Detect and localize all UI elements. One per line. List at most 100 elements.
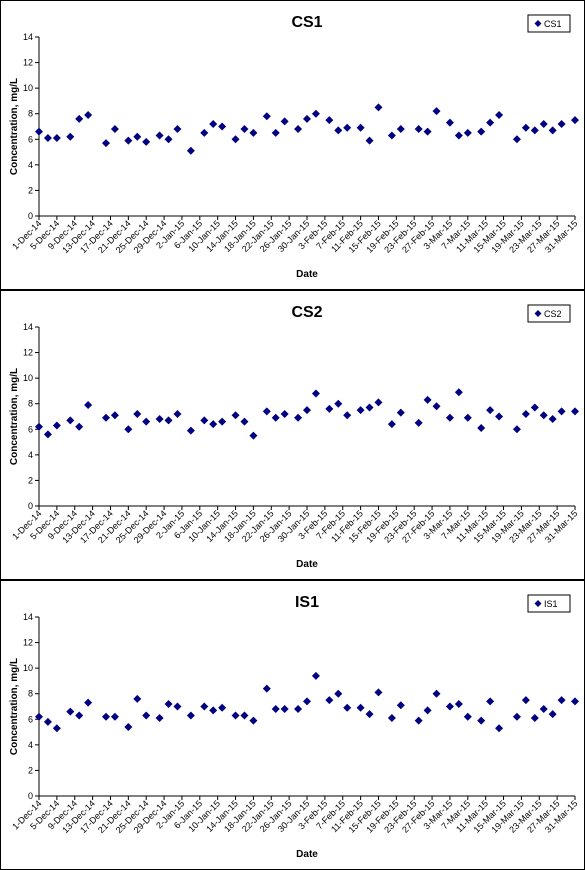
y-tick-label: 0 (28, 791, 33, 801)
y-tick-label: 12 (23, 348, 33, 358)
chart-panel-is1: IS1 0 2 4 6 8 10 12 14 1-Dec-14 5-Dec-14 9-Dec-14 13… (0, 580, 585, 870)
data-point (209, 119, 218, 128)
chart-is1: IS1024681012141-Dec-145-Dec-149-Dec-1413… (9, 594, 579, 860)
series-cs2 (35, 388, 579, 440)
data-point (271, 413, 280, 422)
data-point (365, 710, 374, 719)
y-tick-label: 10 (23, 83, 33, 93)
y-tick-label: 12 (23, 58, 33, 68)
data-point (521, 409, 530, 418)
y-tick-label: 14 (23, 32, 33, 42)
data-point (102, 413, 110, 422)
data-point (343, 411, 352, 420)
data-point (423, 127, 432, 136)
data-point (133, 409, 142, 418)
data-point (432, 107, 441, 116)
data-point (548, 126, 557, 135)
data-point (303, 114, 311, 123)
data-point (539, 705, 548, 714)
data-point (102, 139, 110, 148)
x-axis-label: Date (296, 559, 318, 570)
y-tick-label: 8 (28, 689, 33, 699)
data-point (356, 123, 365, 132)
y-tick-label: 0 (28, 211, 33, 221)
data-point (539, 119, 548, 128)
y-tick-label: 8 (28, 399, 33, 409)
data-point (454, 131, 463, 140)
data-point (557, 696, 566, 705)
chart-panel-cs2: CS2 0 2 4 6 8 10 12 14 1-Dec-14 5-Dec-14 9-Dec-14 13… (0, 290, 585, 580)
data-point (52, 421, 61, 430)
data-point (396, 408, 405, 417)
y-tick-label: 2 (28, 185, 33, 195)
y-tick-label: 14 (23, 612, 33, 622)
data-point (124, 425, 133, 434)
legend-box (527, 14, 571, 33)
data-point (280, 705, 289, 714)
y-tick-label: 8 (28, 109, 33, 119)
data-point (414, 716, 423, 725)
data-point (75, 711, 84, 720)
y-tick-label: 4 (28, 450, 33, 460)
data-point (133, 132, 142, 141)
data-point (271, 128, 280, 137)
data-point (454, 699, 463, 708)
data-point (454, 388, 463, 397)
legend: IS1 (527, 594, 571, 613)
data-point (557, 119, 566, 128)
data-point (374, 103, 383, 112)
chart-panel-cs1: CS1 0 2 4 6 8 10 12 14 1-Dec-14 5-Dec-14 9-Dec-14 13… (0, 0, 585, 290)
data-point (66, 132, 75, 141)
legend: CS1 (527, 14, 571, 33)
data-point (35, 422, 43, 431)
data-point (155, 714, 164, 723)
data-point (231, 711, 240, 720)
data-point (240, 125, 249, 134)
data-point (521, 123, 530, 132)
data-point (486, 697, 495, 706)
series-is1 (35, 671, 579, 733)
data-point (124, 722, 133, 731)
data-point (414, 125, 423, 134)
data-point (110, 411, 119, 420)
data-point (463, 413, 472, 422)
data-point (387, 420, 396, 429)
data-point (303, 697, 311, 706)
data-point (186, 426, 195, 435)
data-point (571, 116, 579, 125)
data-point (280, 409, 289, 418)
data-point (280, 117, 289, 126)
data-point (155, 415, 164, 424)
data-point (334, 689, 343, 698)
data-point (240, 711, 249, 720)
data-point (231, 411, 240, 420)
data-point (173, 125, 182, 134)
data-point (343, 703, 352, 712)
data-point (249, 128, 258, 137)
data-point (271, 705, 280, 714)
chart-title: CS1 (291, 14, 322, 31)
chart-cs1: CS1024681012141-Dec-145-Dec-149-Dec-1413… (9, 14, 579, 280)
data-point (396, 701, 405, 710)
data-point (110, 125, 119, 134)
data-point (294, 705, 303, 714)
y-tick-label: 0 (28, 501, 33, 511)
data-point (512, 425, 521, 434)
data-point (155, 131, 164, 140)
data-point (164, 416, 173, 425)
data-point (463, 128, 472, 137)
data-point (209, 420, 218, 429)
data-point (164, 135, 173, 144)
data-point (43, 430, 52, 439)
data-point (486, 118, 495, 127)
data-point (445, 118, 454, 127)
data-point (325, 696, 334, 705)
data-point (142, 711, 151, 720)
data-point (142, 137, 151, 146)
data-point (240, 417, 249, 426)
data-point (102, 712, 110, 721)
y-tick-label: 2 (28, 475, 33, 485)
data-point (249, 716, 258, 725)
data-point (374, 688, 383, 697)
y-tick-label: 2 (28, 765, 33, 775)
